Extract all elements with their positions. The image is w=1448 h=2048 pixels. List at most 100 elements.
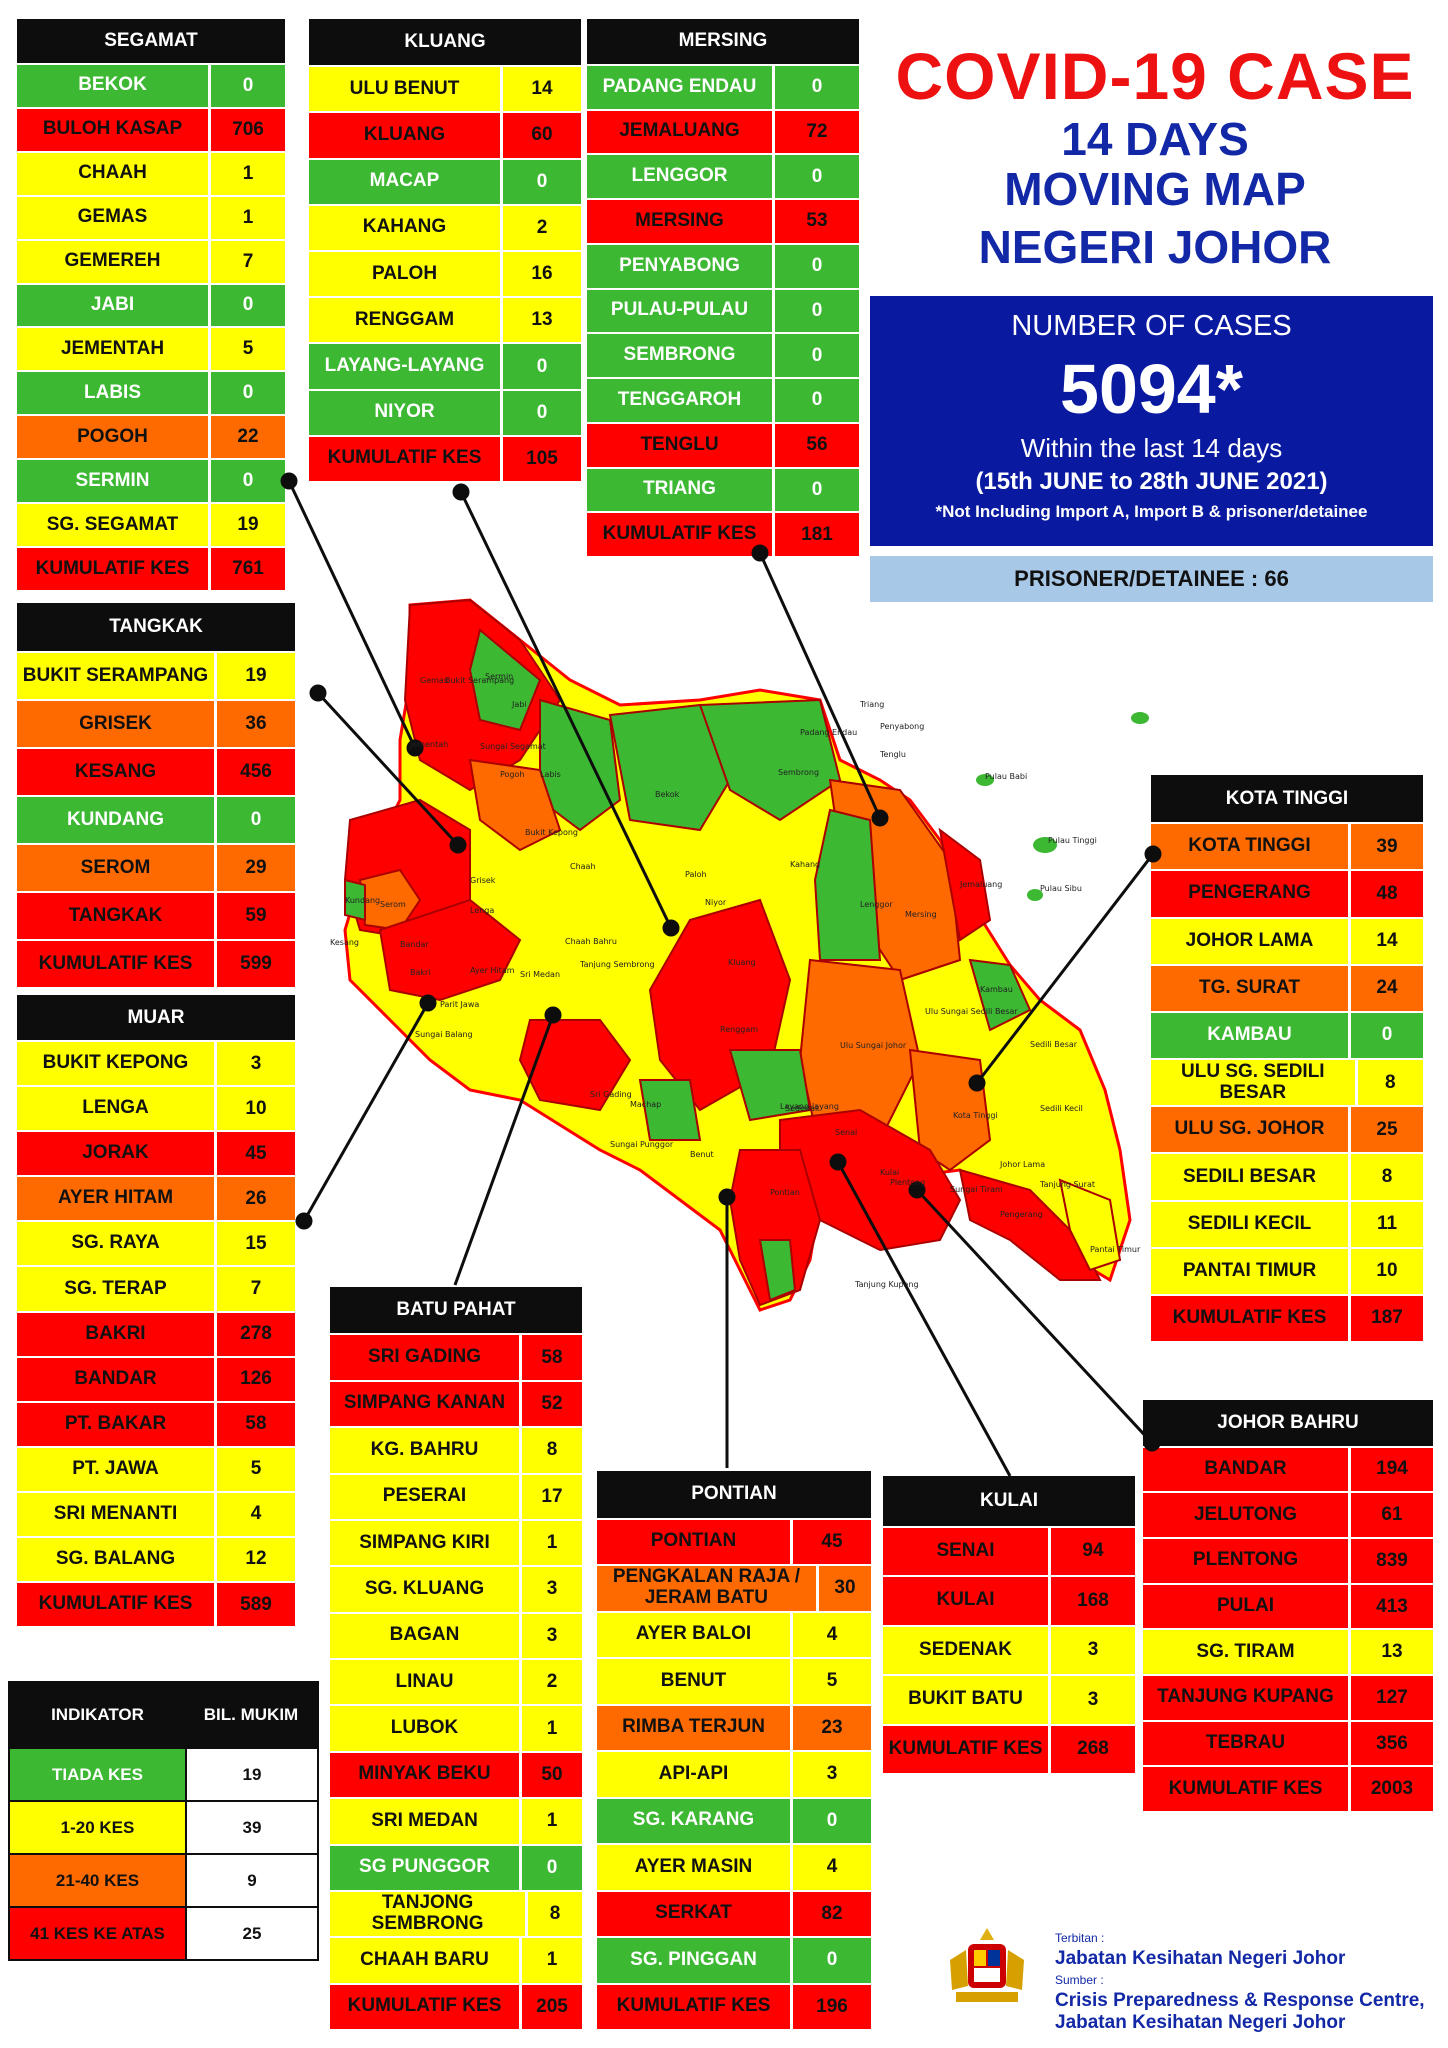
mukim-case-count: 7 [217,1267,295,1311]
mukim-row: SEROM 29 [17,843,295,891]
map-place-label: Lenggor [860,900,893,909]
mukim-name: CHAAH [17,152,211,195]
map-region-sri-gading [518,1019,632,1112]
mukim-case-count: 56 [775,423,859,467]
map-place-label: Paloh [685,870,707,879]
map-place-label: Penyabong [880,722,925,731]
mukim-name: LAYANG-LAYANG [309,344,503,389]
mukim-case-count: 14 [1351,918,1423,964]
map-place-label: Pulau Tinggi [1048,836,1097,845]
mukim-row: SRI GADING 58 [330,1333,582,1380]
mukim-case-count: 58 [522,1335,582,1380]
mukim-case-count: 45 [217,1132,295,1176]
summary-period: (15th JUNE to 28th JUNE 2021) [975,468,1328,495]
mukim-name: KUMULATIF KES [17,548,211,590]
mukim-name: KUMULATIF KES [17,1583,217,1627]
legend-label: 1-20 KES [10,1802,187,1853]
legend-table: INDIKATOR BIL. MUKIM TIADA KES 19 1-20 KES… [8,1681,319,1961]
map-place-label: Bakri [410,968,431,977]
district-header-johorbahru: JOHOR BAHRU [1143,1400,1433,1446]
mukim-case-count: 10 [217,1087,295,1131]
credit-terbitan: Jabatan Kesihatan Negeri Johor [1055,1948,1346,1969]
district-header-kotatinggi: KOTA TINGGI [1151,775,1423,823]
mukim-case-count: 356 [1351,1721,1433,1766]
mukim-row: SRI MENANTI 4 [17,1490,295,1536]
mukim-name: TRIANG [587,468,775,512]
mukim-case-count: 2 [522,1660,582,1705]
mukim-case-count: 0 [1351,1012,1423,1059]
map-place-label: Pantai Timur [1090,1245,1141,1254]
mukim-row: BENUT 5 [597,1657,871,1704]
mukim-name: KUMULATIF KES [1151,1295,1351,1342]
mukim-case-count: 3 [522,1613,582,1658]
mukim-row: BEKOK 0 [17,62,285,107]
mukim-case-count: 3 [217,1042,295,1086]
legend-header-bil-mukim: BIL. MUKIM [203,1705,299,1724]
district-header-muar: MUAR [17,995,295,1041]
map-region-pontian [728,1149,822,1307]
legend-rows: TIADA KES 19 1-20 KES 39 21-40 KES 9 41 KES KE… [10,1747,317,1959]
map-place-label: Kulai [880,1168,900,1177]
main-title: COVID-19 CASE [895,39,1415,113]
mukim-case-count: 16 [503,252,581,297]
mukim-name: PULAU-PULAU [587,289,775,333]
map-place-label: Bekok [655,790,680,799]
mukim-name: MERSING [587,200,775,243]
mukim-case-count: 25 [1351,1107,1423,1153]
table-muar: MUAR BUKIT KEPONG 3 LENGA 10 JORAK 45 AYER HITA… [17,995,295,1627]
mukim-case-count: 4 [793,1845,871,1890]
map-place-label: Pulau Sibu [1040,884,1082,893]
mukim-case-count: 181 [775,513,859,556]
mukim-row: PONTIAN 45 [597,1517,871,1564]
mukim-case-count: 23 [793,1705,871,1750]
mukim-row: SG. PINGGAN 0 [597,1936,871,1983]
mukim-case-count: 61 [1351,1493,1433,1537]
mukim-row: LABIS 0 [17,370,285,415]
mukim-case-count: 1 [522,1799,582,1844]
legend-label: TIADA KES [10,1749,187,1800]
mukim-row: MERSING 53 [587,198,859,243]
map-place-label: Ulu Sungai Sedili Besar [925,1007,1018,1016]
summary-box: NUMBER OF CASES 5094* Within the last 14… [870,296,1433,546]
map-place-label: Bukit Kepong [525,828,578,837]
district-header-mersing: MERSING [587,19,859,64]
mukim-row: POGOH 22 [17,414,285,459]
mukim-name: PADANG ENDAU [587,65,775,109]
mukim-name: POGOH [17,416,211,459]
mukim-name: SG. RAYA [17,1222,217,1266]
mukim-row: SEDENAK 3 [883,1624,1135,1674]
map-region-serom [358,868,422,932]
mukim-case-count: 0 [793,1798,871,1843]
mukim-name: KUMULATIF KES [597,1984,793,2029]
mukim-name: RIMBA TERJUN [597,1705,793,1750]
map-region-pantai-timur [1058,1178,1122,1272]
mukim-case-count: 3 [522,1567,582,1612]
map-place-label: Bukit Serampang [445,676,515,685]
mukim-case-count: 94 [1051,1527,1135,1575]
mukim-row: JOHOR LAMA 14 [1151,916,1423,964]
map-region-lenggor [813,808,882,961]
mukim-case-count: 36 [217,701,295,747]
map-region-sungai-pinggan [758,1239,797,1302]
mukim-case-count: 456 [217,749,295,795]
map-region-sembrong [698,698,842,822]
mukim-row: KESANG 456 [17,747,295,795]
mukim-name: KLUANG [309,113,503,158]
mukim-case-count: 3 [793,1752,871,1797]
mukim-case-count: 58 [217,1402,295,1446]
mukim-name: KOTA TINGGI [1151,824,1351,870]
mukim-case-count: 50 [522,1752,582,1798]
mukim-name: LENGA [17,1087,217,1131]
map-place-label: Kundang [345,896,381,905]
summary-within: Within the last 14 days [1020,433,1283,463]
mukim-name: SEDILI BESAR [1151,1154,1351,1200]
credit-sumber-line2: Jabatan Kesihatan Negeri Johor [1055,2012,1346,2033]
mukim-row: API-API 3 [597,1750,871,1797]
map-place-label: Tenglu [880,750,906,759]
mukim-case-count: 15 [217,1222,295,1266]
mukim-row: PT. BAKAR 58 [17,1400,295,1446]
mukim-case-count: 8 [1351,1154,1423,1200]
mukim-row: SG. TERAP 7 [17,1265,295,1311]
mukim-row: SRI MEDAN 1 [330,1797,582,1844]
credit-sumber-line1: Crisis Preparedness & Response Centre, [1055,1990,1425,2011]
